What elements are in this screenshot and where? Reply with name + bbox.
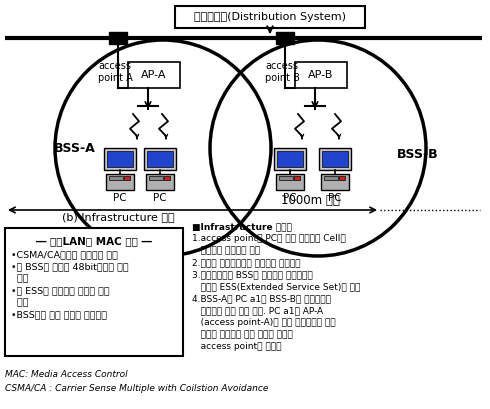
Text: PC: PC xyxy=(328,193,342,203)
Text: ― 무선LAN의 MAC 기능 ―: ― 무선LAN의 MAC 기능 ― xyxy=(36,236,152,246)
Text: •BSS내의 로밍 기능을 지원한다: •BSS내의 로밍 기능을 지원한다 xyxy=(11,310,107,319)
Bar xyxy=(276,174,304,190)
Bar xyxy=(106,174,134,190)
Bar xyxy=(322,151,348,167)
Bar xyxy=(5,228,183,356)
Text: CSMA/CA : Carrier Sense Multiple with Coilstion Avoidance: CSMA/CA : Carrier Sense Multiple with Co… xyxy=(5,384,269,393)
Text: (b) Infrastructure 방식: (b) Infrastructure 방식 xyxy=(62,212,174,222)
Bar xyxy=(164,176,170,180)
Text: 복수상호 접속하는 방법: 복수상호 접속하는 방법 xyxy=(192,246,260,255)
Text: access
point B: access point B xyxy=(265,61,299,83)
Text: AP-B: AP-B xyxy=(308,70,334,80)
Bar xyxy=(144,148,176,170)
Text: 동작할수 있게 되어 있다. PC a1은 AP-A: 동작할수 있게 되어 있다. PC a1은 AP-A xyxy=(192,306,323,315)
Text: 4.BSS-A의 PC a1이 BSS-B로 이동하여도: 4.BSS-A의 PC a1이 BSS-B로 이동하여도 xyxy=(192,294,331,303)
Text: PC: PC xyxy=(153,193,167,203)
Text: (access point-A)로 부터 수신레벨이 이미: (access point-A)로 부터 수신레벨이 이미 xyxy=(192,318,336,327)
Text: 이것을 ESS(Extended Service Set)라 한다: 이것을 ESS(Extended Service Set)라 한다 xyxy=(192,282,360,291)
Text: •각 ESS는 가변길이 주소를 갖고: •각 ESS는 가변길이 주소를 갖고 xyxy=(11,286,110,295)
Text: AP-A: AP-A xyxy=(141,70,167,80)
Bar xyxy=(295,62,347,88)
Bar xyxy=(274,148,306,170)
Text: 분배시스템(Distribution System): 분배시스템(Distribution System) xyxy=(194,12,346,22)
Bar xyxy=(294,176,300,180)
Bar xyxy=(124,176,130,180)
Bar xyxy=(109,32,127,44)
Text: 정해진 값이하로 되는 시점에 주위의: 정해진 값이하로 되는 시점에 주위의 xyxy=(192,330,293,339)
Text: PC: PC xyxy=(283,193,297,203)
Bar xyxy=(128,62,180,88)
Text: MAC: Media Access Control: MAC: Media Access Control xyxy=(5,370,127,379)
Bar xyxy=(276,32,294,44)
Text: 2.이것은 분배시스템을 이용하여 접속된다: 2.이것은 분배시스템을 이용하여 접속된다 xyxy=(192,258,300,267)
Text: 1.access point와 PC에 의해 구성되는 Cell을: 1.access point와 PC에 의해 구성되는 Cell을 xyxy=(192,234,346,243)
Bar xyxy=(339,176,345,180)
Bar xyxy=(279,176,293,180)
Text: 있다: 있다 xyxy=(11,298,28,307)
Bar xyxy=(146,174,174,190)
Bar xyxy=(107,151,133,167)
Text: 1000m 이상: 1000m 이상 xyxy=(281,194,340,207)
Text: BSS-A: BSS-A xyxy=(54,142,96,155)
Text: 3.분배시스템은 BSS를 복수상호 접속하는데: 3.분배시스템은 BSS를 복수상호 접속하는데 xyxy=(192,270,313,279)
Text: BSS-B: BSS-B xyxy=(397,148,439,162)
Bar xyxy=(104,148,136,170)
Text: ■Infrastructure 방식은: ■Infrastructure 방식은 xyxy=(192,222,292,231)
Text: •CSMA/CA방식을 사용하고 있다: •CSMA/CA방식을 사용하고 있다 xyxy=(11,250,118,259)
Bar xyxy=(324,176,338,180)
Bar xyxy=(109,176,123,180)
Bar xyxy=(319,148,351,170)
Bar xyxy=(149,176,163,180)
Text: PC: PC xyxy=(113,193,127,203)
Text: 있다: 있다 xyxy=(11,274,28,283)
Text: •각 BSS는 고유의 48bit주소를 갖고: •각 BSS는 고유의 48bit주소를 갖고 xyxy=(11,262,128,271)
Bar xyxy=(321,174,349,190)
Text: access point를 찾는다: access point를 찾는다 xyxy=(192,342,281,351)
Bar xyxy=(277,151,303,167)
Bar xyxy=(175,6,365,28)
Text: access
point A: access point A xyxy=(98,61,132,83)
Bar xyxy=(147,151,173,167)
